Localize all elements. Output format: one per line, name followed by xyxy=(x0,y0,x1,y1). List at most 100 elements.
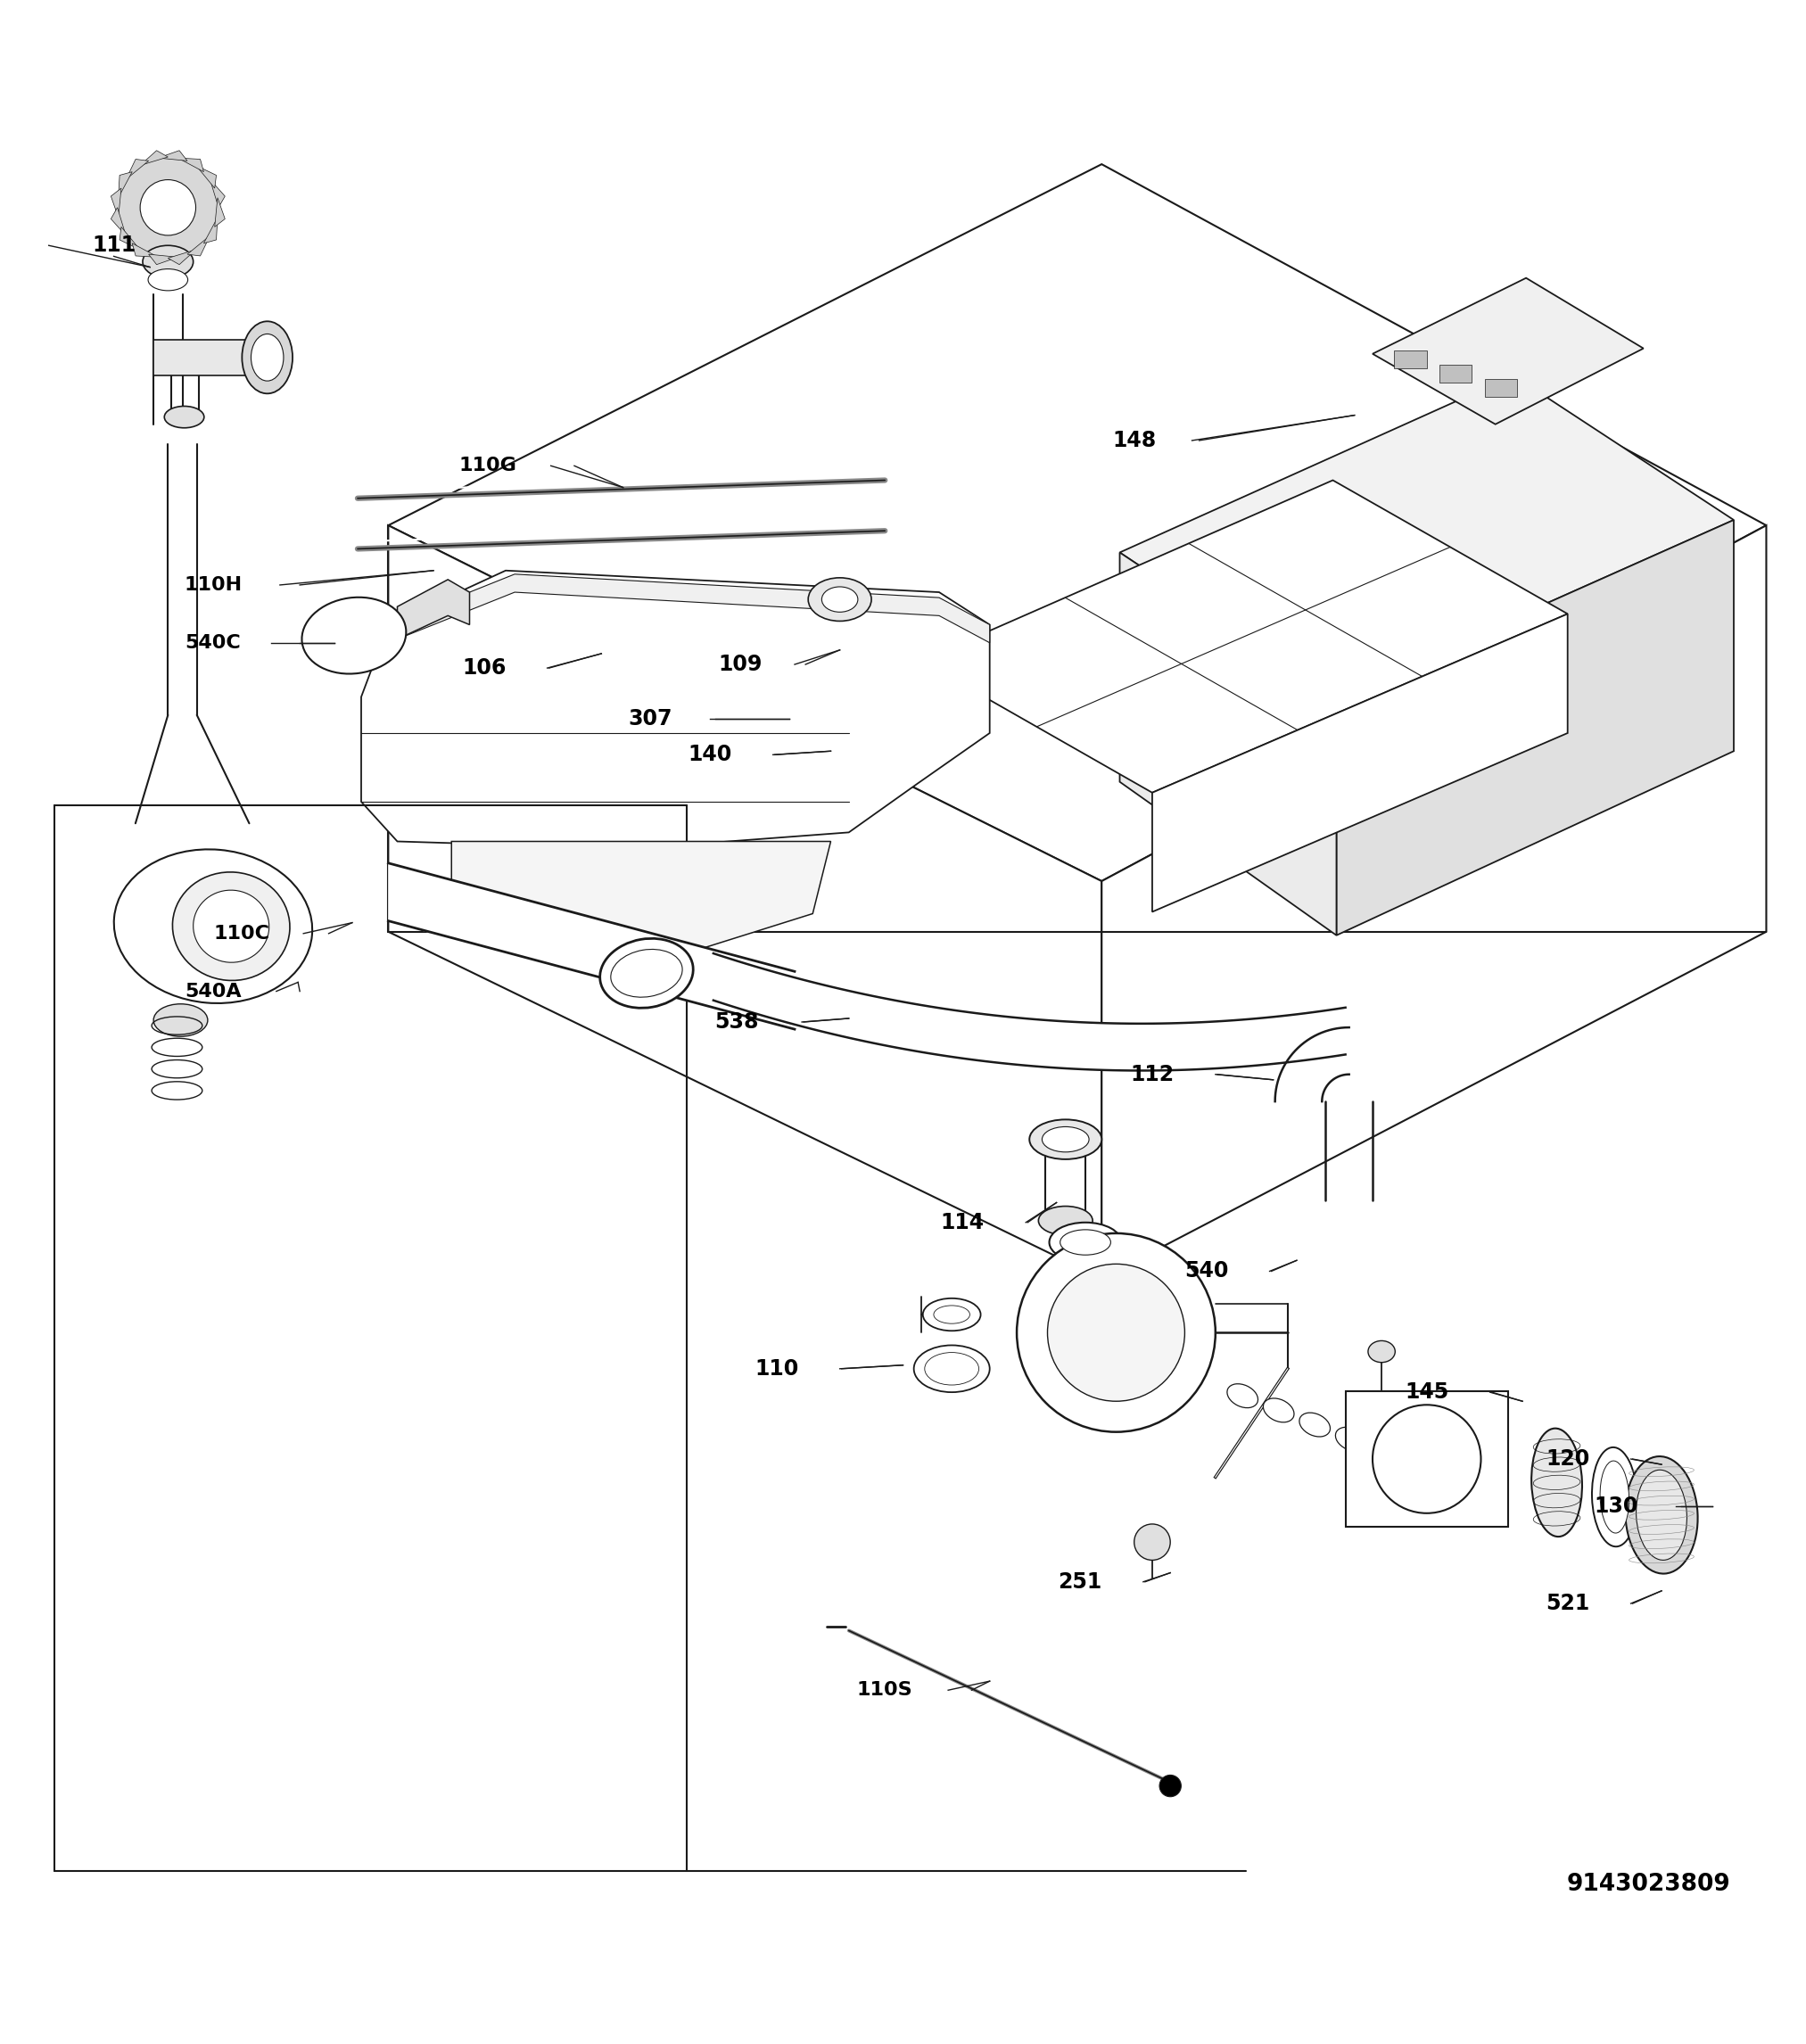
Ellipse shape xyxy=(1159,1774,1181,1797)
Text: 145: 145 xyxy=(1405,1382,1448,1402)
Ellipse shape xyxy=(1371,1441,1403,1466)
Circle shape xyxy=(1047,1263,1185,1402)
Text: 106: 106 xyxy=(462,658,506,679)
Polygon shape xyxy=(154,339,262,376)
Circle shape xyxy=(1134,1525,1170,1560)
Ellipse shape xyxy=(1625,1457,1698,1574)
Polygon shape xyxy=(1373,278,1643,425)
Ellipse shape xyxy=(1407,1455,1439,1480)
Circle shape xyxy=(117,157,219,258)
Ellipse shape xyxy=(148,270,188,290)
Circle shape xyxy=(141,180,195,235)
Ellipse shape xyxy=(914,1345,990,1392)
Text: 140: 140 xyxy=(688,744,731,764)
Text: 130: 130 xyxy=(1595,1496,1638,1517)
Text: 110: 110 xyxy=(755,1357,798,1380)
Polygon shape xyxy=(159,151,188,161)
Text: 112: 112 xyxy=(1131,1063,1174,1085)
Polygon shape xyxy=(126,159,148,180)
Text: 540: 540 xyxy=(1185,1261,1228,1282)
Ellipse shape xyxy=(1226,1384,1259,1408)
Ellipse shape xyxy=(610,948,683,997)
Ellipse shape xyxy=(193,889,269,963)
Bar xyxy=(1485,378,1517,397)
Ellipse shape xyxy=(600,938,694,1008)
Ellipse shape xyxy=(925,1353,979,1386)
Polygon shape xyxy=(388,164,1766,881)
Text: 9143023809: 9143023809 xyxy=(1566,1872,1730,1897)
Polygon shape xyxy=(119,227,139,249)
Text: 114: 114 xyxy=(941,1212,984,1233)
Text: 540C: 540C xyxy=(186,634,240,652)
Polygon shape xyxy=(1120,376,1734,697)
Polygon shape xyxy=(132,243,159,258)
Text: 110G: 110G xyxy=(459,458,517,474)
Text: 109: 109 xyxy=(719,654,762,675)
Polygon shape xyxy=(110,208,126,235)
Ellipse shape xyxy=(1636,1470,1687,1560)
Polygon shape xyxy=(361,570,990,848)
Ellipse shape xyxy=(822,587,858,611)
Ellipse shape xyxy=(1038,1206,1093,1235)
Ellipse shape xyxy=(1335,1427,1367,1451)
Polygon shape xyxy=(209,180,226,208)
Text: 110C: 110C xyxy=(213,924,271,942)
Polygon shape xyxy=(119,172,132,198)
Polygon shape xyxy=(1152,613,1568,912)
Ellipse shape xyxy=(1531,1429,1582,1537)
Polygon shape xyxy=(139,151,168,166)
Text: 148: 148 xyxy=(1112,429,1156,452)
Polygon shape xyxy=(397,580,470,640)
Ellipse shape xyxy=(154,1004,208,1036)
Text: 110S: 110S xyxy=(858,1682,912,1699)
Ellipse shape xyxy=(164,407,204,427)
Polygon shape xyxy=(177,157,204,172)
Ellipse shape xyxy=(1299,1412,1331,1437)
Ellipse shape xyxy=(143,245,193,278)
Polygon shape xyxy=(197,166,217,188)
Polygon shape xyxy=(388,574,990,642)
Polygon shape xyxy=(452,842,831,953)
Ellipse shape xyxy=(1049,1222,1122,1263)
Text: 251: 251 xyxy=(1058,1572,1102,1592)
Text: 111: 111 xyxy=(92,235,135,256)
Polygon shape xyxy=(1275,1028,1349,1102)
Text: 540A: 540A xyxy=(184,983,242,1000)
Circle shape xyxy=(1017,1233,1215,1433)
Ellipse shape xyxy=(809,578,870,621)
Polygon shape xyxy=(1120,552,1336,936)
Bar xyxy=(1439,364,1472,382)
Polygon shape xyxy=(188,235,209,256)
Text: 120: 120 xyxy=(1546,1449,1589,1470)
Ellipse shape xyxy=(302,597,406,675)
Ellipse shape xyxy=(923,1298,981,1331)
Ellipse shape xyxy=(242,321,293,394)
Polygon shape xyxy=(204,217,217,243)
Ellipse shape xyxy=(1029,1120,1102,1159)
Ellipse shape xyxy=(1060,1230,1111,1255)
Polygon shape xyxy=(921,480,1568,793)
Circle shape xyxy=(1373,1404,1481,1513)
Polygon shape xyxy=(110,188,121,217)
Text: 521: 521 xyxy=(1546,1592,1589,1615)
Polygon shape xyxy=(1102,525,1766,1278)
Bar xyxy=(1394,350,1427,368)
Ellipse shape xyxy=(1369,1341,1394,1363)
Ellipse shape xyxy=(934,1306,970,1325)
Ellipse shape xyxy=(1042,1126,1089,1153)
Ellipse shape xyxy=(251,333,284,380)
Text: 538: 538 xyxy=(715,1012,759,1032)
Ellipse shape xyxy=(1600,1461,1629,1533)
Ellipse shape xyxy=(1262,1398,1295,1423)
Polygon shape xyxy=(215,198,226,227)
Text: 110H: 110H xyxy=(184,576,242,595)
Bar xyxy=(1345,1392,1508,1527)
Polygon shape xyxy=(148,253,177,264)
Polygon shape xyxy=(168,249,197,264)
Polygon shape xyxy=(1336,519,1734,936)
Ellipse shape xyxy=(114,850,312,1004)
Ellipse shape xyxy=(1591,1447,1638,1547)
Ellipse shape xyxy=(173,873,289,981)
Polygon shape xyxy=(388,525,1102,1278)
Text: 307: 307 xyxy=(628,707,672,730)
